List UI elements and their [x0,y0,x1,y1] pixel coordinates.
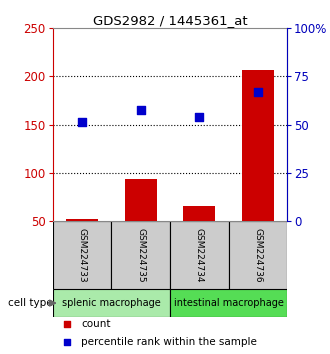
Bar [183,206,215,221]
Bar [66,219,98,221]
Bar [112,221,170,289]
Point [197,114,202,120]
Text: cell type: cell type [8,298,53,308]
Point [255,89,260,95]
Text: GSM224734: GSM224734 [195,228,204,282]
Title: GDS2982 / 1445361_at: GDS2982 / 1445361_at [93,14,247,27]
Text: splenic macrophage: splenic macrophage [62,298,161,308]
Bar [53,289,170,317]
Point [80,119,85,125]
Point [64,339,70,344]
Bar [124,179,157,221]
Point [64,321,70,326]
Text: count: count [81,319,111,329]
Bar [170,221,229,289]
Bar [53,221,112,289]
Text: GSM224736: GSM224736 [253,228,262,282]
Bar [170,289,287,317]
Text: GSM224735: GSM224735 [136,228,145,282]
Text: GSM224733: GSM224733 [78,228,86,282]
Bar [228,221,287,289]
Bar [242,70,274,221]
Point [138,107,143,113]
Text: intestinal macrophage: intestinal macrophage [174,298,283,308]
Text: percentile rank within the sample: percentile rank within the sample [81,337,257,347]
